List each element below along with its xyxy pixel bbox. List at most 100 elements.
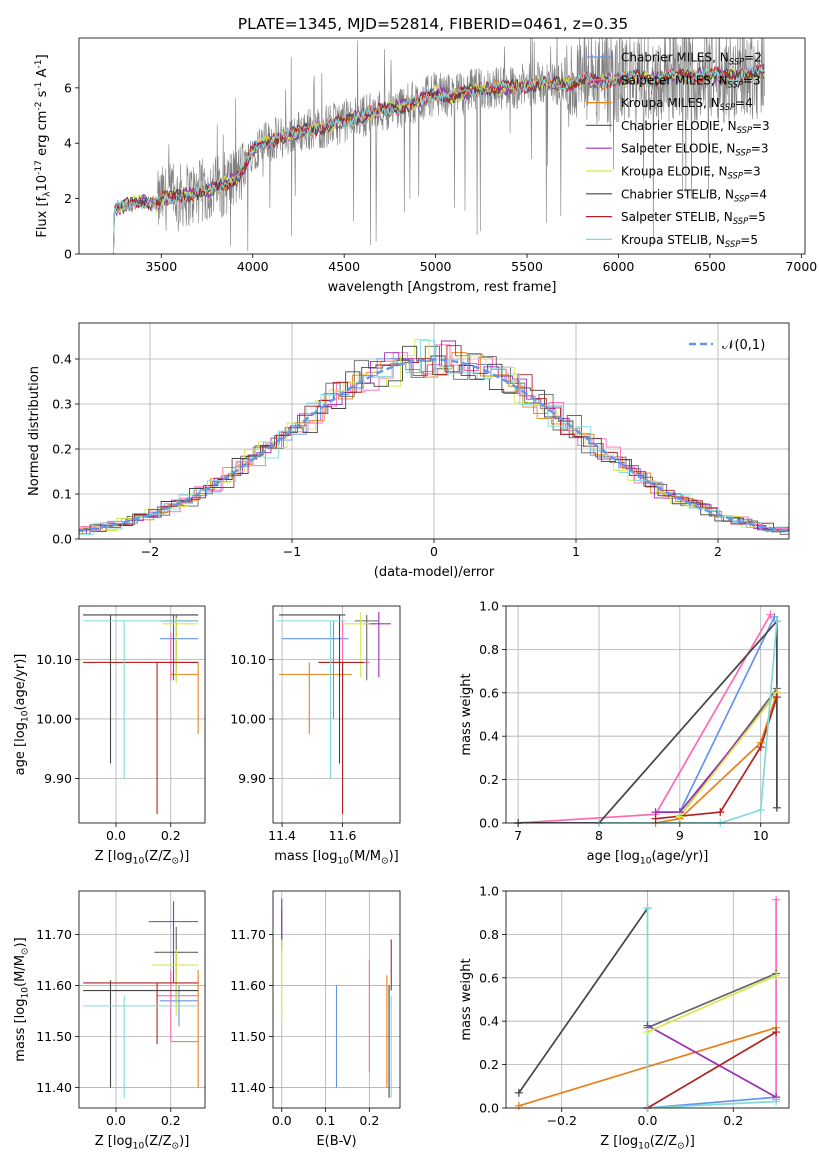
subscript: 10: [20, 987, 30, 999]
errorbar-kroupa-miles: [170, 662, 199, 734]
x-tick-label: −0.2: [547, 1113, 577, 1128]
errorbar-chabrier-elodie: [354, 614, 379, 681]
y-tick-label: 0.6: [479, 685, 499, 700]
text-span: erg cm: [35, 111, 50, 160]
x-tick-label: 11.4: [268, 828, 296, 843]
plot-area: [83, 614, 199, 815]
weight-marker: [643, 904, 652, 913]
errorbar-kroupa-elodie: [162, 617, 199, 684]
x-tick-label: 0.2: [161, 1113, 181, 1128]
subscript: 10: [337, 856, 349, 866]
subscript: ⊙: [677, 1141, 685, 1151]
text-span: Z [log: [95, 849, 133, 864]
y-axis-label: age [log10​(age/yr)]: [13, 654, 30, 776]
errorbar-salpeter-stelib: [83, 661, 199, 815]
axes-frame: [78, 605, 206, 824]
weight-marker: [766, 610, 775, 619]
y-tick-label: 0.0: [52, 532, 72, 547]
weight-marker: [772, 895, 781, 904]
weight-marker: [514, 1101, 523, 1110]
y-tick-label: 1.0: [479, 599, 499, 614]
subscript: SSP: [734, 193, 750, 203]
superscript: -17: [34, 160, 44, 175]
subscript: ⊙: [172, 1141, 180, 1151]
axes-frame: [272, 890, 401, 1109]
text-span: Chabrier ELODIE, N: [621, 119, 737, 133]
axes-spectrum: 3500 4000 4500 5000 5500 6000 6500 7000 0 2 4 6 wave…: [34, 37, 817, 295]
x-axis-label: (data-model)/error: [374, 565, 495, 580]
legend-label: Chabrier MILES, NSSP​=2: [621, 51, 762, 67]
y-tick-label: 0.8: [479, 927, 499, 942]
weight-marker: [716, 808, 725, 817]
text-span: (Z/Z: [144, 849, 171, 864]
y-tick-label: 1.0: [479, 884, 499, 899]
legend-label: Salpeter STELIB, NSSP​=5: [621, 210, 766, 226]
y-tick-label: 0.4: [479, 729, 499, 744]
text-span: Salpeter MILES, N: [621, 73, 728, 87]
text-span: =3: [751, 142, 769, 156]
y-tick-label: 11.40: [36, 1080, 72, 1095]
x-tick-label: 4000: [237, 259, 269, 274]
text-span: =3: [752, 119, 770, 133]
weight-marker: [651, 814, 660, 823]
axes-weight_vs_age: 7 8 9 10 0.0 0.2 0.4 0.6 0.8 1.0 age [log10​(age/y…: [459, 599, 790, 866]
text-span: Z [log: [95, 1134, 133, 1149]
y-axis-label: mass [log10​(M/M⊙​)]: [13, 937, 30, 1061]
subscript: λ: [42, 191, 52, 197]
superscript: -1: [34, 82, 44, 91]
axes-residuals: −2 −1 0 1 2 0.0 0.1 0.2 0.3 0.4 (data-model)/error…: [27, 322, 790, 580]
text-span: )]: [179, 1134, 189, 1149]
axes-mass_vs_ebv: 0.0 0.1 0.2 11.40 11.50 11.60 11.70 E(B-V): [230, 890, 401, 1149]
axes-frame: [505, 605, 790, 824]
errorbar-salpeter-miles: [318, 620, 370, 693]
text-span: =4: [735, 96, 753, 110]
text-span: wavelength [Angstrom, rest frame]: [328, 280, 557, 295]
subscript: 10: [640, 856, 652, 866]
x-tick-label: 4500: [328, 259, 360, 274]
text-span: Kroupa MILES, N: [621, 96, 720, 110]
figure-title: PLATE=1345, MJD=52814, FIBERID=0461, z=0…: [238, 15, 628, 33]
text-span: Chabrier MILES, N: [621, 51, 729, 65]
x-tick-label: 0.0: [272, 1113, 292, 1128]
y-tick-label: 0.3: [52, 397, 72, 412]
y-tick-label: 11.60: [36, 978, 72, 993]
legend-label: Chabrier STELIB, NSSP​=4: [621, 187, 767, 203]
text-span: Z [log: [600, 1134, 638, 1149]
text-span: (Z/Z: [144, 1134, 171, 1149]
axes-weight_vs_Z: −0.2 0.0 0.2 0.0 0.2 0.4 0.6 0.8 1.0 Z [log10​(Z/…: [459, 884, 790, 1151]
x-tick-label: 3500: [145, 259, 177, 274]
x-tick-label: 0.0: [106, 828, 126, 843]
y-tick-label: 0: [64, 247, 72, 262]
y-tick-label: 0.0: [479, 1101, 499, 1116]
x-axis-label: mass [log10​(M/M⊙​)]: [274, 849, 398, 866]
subscript: SSP: [737, 125, 753, 135]
subscript: ⊙: [20, 947, 30, 955]
weight-marker: [675, 812, 684, 821]
y-tick-label: 10.10: [230, 652, 266, 667]
y-tick-label: 10.00: [230, 711, 266, 726]
legend-label: Kroupa ELODIE, NSSP​=3: [621, 165, 761, 181]
y-tick-label: 0.2: [479, 1057, 499, 1072]
x-tick-label: 7: [514, 828, 522, 843]
text-span: )]: [389, 849, 399, 864]
axes-mass_vs_Z: 0.0 0.2 11.40 11.50 11.60 11.70 Z [log10​(Z/Z⊙…: [13, 890, 206, 1151]
text-span: )]: [13, 937, 28, 947]
text-span: E(B-V): [316, 1134, 356, 1149]
errorbar-chabrier-stelib: [83, 614, 199, 764]
y-axis-label: Normed distribution: [27, 366, 42, 496]
text-span: mass weight: [459, 958, 474, 1040]
x-axis-label: wavelength [Angstrom, rest frame]: [328, 280, 557, 295]
text-span: (M/M: [13, 955, 28, 987]
plot-area: [110, 38, 765, 254]
weight-marker: [643, 1028, 652, 1037]
y-tick-label: 0.8: [479, 642, 499, 657]
errorbar-salpeter-elodie: [148, 901, 199, 983]
errorbar-kroupa-elodie: [342, 611, 370, 678]
text-span: =5: [740, 233, 758, 247]
weight-marker: [772, 971, 781, 980]
text-span: =4: [749, 187, 767, 201]
text-span: (age/yr)]: [651, 849, 708, 864]
y-tick-label: 0.1: [52, 487, 72, 502]
text-span: (age/yr)]: [13, 654, 28, 711]
